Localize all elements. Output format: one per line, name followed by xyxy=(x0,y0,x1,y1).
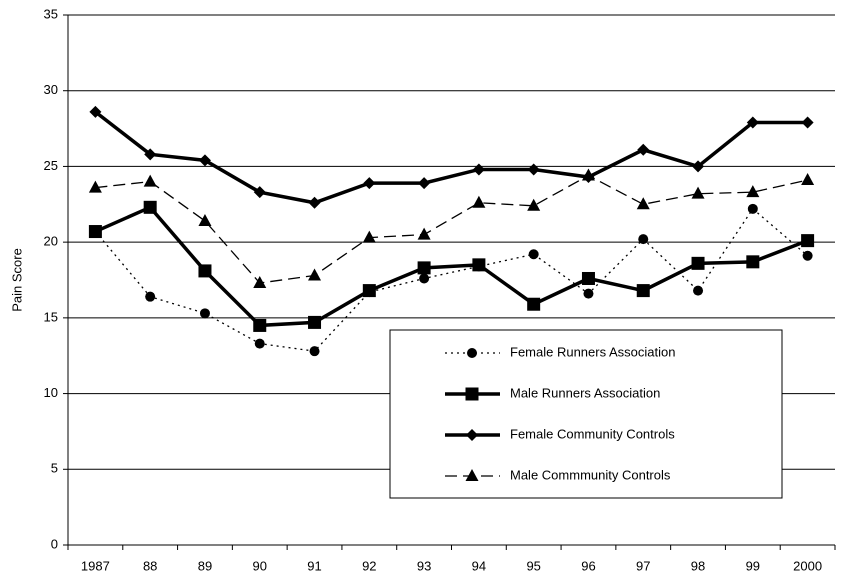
marker xyxy=(527,297,541,311)
series-line xyxy=(94,110,808,205)
marker xyxy=(747,203,758,214)
marker xyxy=(198,264,212,278)
marker xyxy=(691,186,705,199)
x-tick-label: 93 xyxy=(417,558,431,573)
marker xyxy=(801,116,814,129)
marker xyxy=(637,143,650,156)
series-line xyxy=(94,205,809,328)
marker xyxy=(143,174,157,187)
marker xyxy=(418,177,431,190)
marker xyxy=(638,234,649,245)
marker xyxy=(419,273,430,284)
marker xyxy=(746,116,759,129)
y-tick-label: 5 xyxy=(51,461,58,476)
marker xyxy=(691,256,705,270)
y-tick-label: 15 xyxy=(44,309,58,324)
marker xyxy=(253,186,266,199)
y-tick-label: 30 xyxy=(44,82,58,97)
x-tick-label: 94 xyxy=(472,558,486,573)
legend-marker xyxy=(465,469,479,481)
marker xyxy=(802,250,813,261)
marker xyxy=(746,255,760,269)
legend-label: Male Commmunity Controls xyxy=(510,467,671,482)
marker xyxy=(581,168,595,181)
marker xyxy=(145,291,156,302)
marker xyxy=(308,315,322,329)
marker xyxy=(363,177,376,190)
series-line xyxy=(95,174,808,284)
marker xyxy=(417,227,431,240)
marker xyxy=(308,268,322,281)
marker xyxy=(89,105,102,118)
marker xyxy=(801,234,815,248)
marker xyxy=(362,230,376,243)
marker xyxy=(636,284,650,298)
marker xyxy=(746,185,760,198)
legend-box xyxy=(389,329,783,499)
y-tick-label: 35 xyxy=(44,6,58,21)
x-tick-label: 90 xyxy=(253,558,267,573)
marker xyxy=(693,285,704,296)
y-axis-label: Pain Score xyxy=(9,248,24,312)
marker xyxy=(636,197,650,210)
x-tick-label: 95 xyxy=(526,558,540,573)
marker xyxy=(417,261,431,275)
marker xyxy=(472,163,485,176)
marker xyxy=(88,180,102,193)
x-tick-label: 97 xyxy=(636,558,650,573)
marker xyxy=(692,160,705,173)
marker xyxy=(308,196,321,209)
marker xyxy=(583,288,594,299)
marker xyxy=(527,163,540,176)
x-tick-label: 92 xyxy=(362,558,376,573)
marker xyxy=(472,195,486,208)
x-tick-label: 96 xyxy=(581,558,595,573)
legend-marker xyxy=(465,387,479,401)
marker xyxy=(88,225,102,239)
legend-label: Female Runners Association xyxy=(510,344,675,359)
marker xyxy=(472,258,486,272)
x-tick-label: 89 xyxy=(198,558,212,573)
marker xyxy=(143,200,157,214)
x-tick-label: 88 xyxy=(143,558,157,573)
marker xyxy=(581,271,595,285)
x-tick-label: 98 xyxy=(691,558,705,573)
marker xyxy=(144,148,157,161)
marker xyxy=(198,213,212,226)
marker xyxy=(253,318,267,332)
x-tick-label: 2000 xyxy=(793,558,822,573)
y-tick-label: 25 xyxy=(44,158,58,173)
x-tick-label: 99 xyxy=(746,558,760,573)
marker xyxy=(527,198,541,211)
x-tick-label: 91 xyxy=(307,558,321,573)
marker xyxy=(253,276,267,289)
x-tick-label: 1987 xyxy=(81,558,110,573)
y-tick-label: 10 xyxy=(44,385,58,400)
legend-label: Male Runners Association xyxy=(510,385,660,400)
marker xyxy=(199,308,210,319)
marker xyxy=(254,338,265,349)
marker xyxy=(362,284,376,298)
y-tick-label: 0 xyxy=(51,536,58,551)
legend-marker xyxy=(467,348,477,358)
legend-marker xyxy=(466,429,478,441)
marker xyxy=(801,173,815,186)
marker xyxy=(528,249,539,260)
y-tick-label: 20 xyxy=(44,234,58,249)
legend-label: Female Community Controls xyxy=(510,426,675,441)
marker xyxy=(309,346,320,357)
marker xyxy=(198,154,211,167)
